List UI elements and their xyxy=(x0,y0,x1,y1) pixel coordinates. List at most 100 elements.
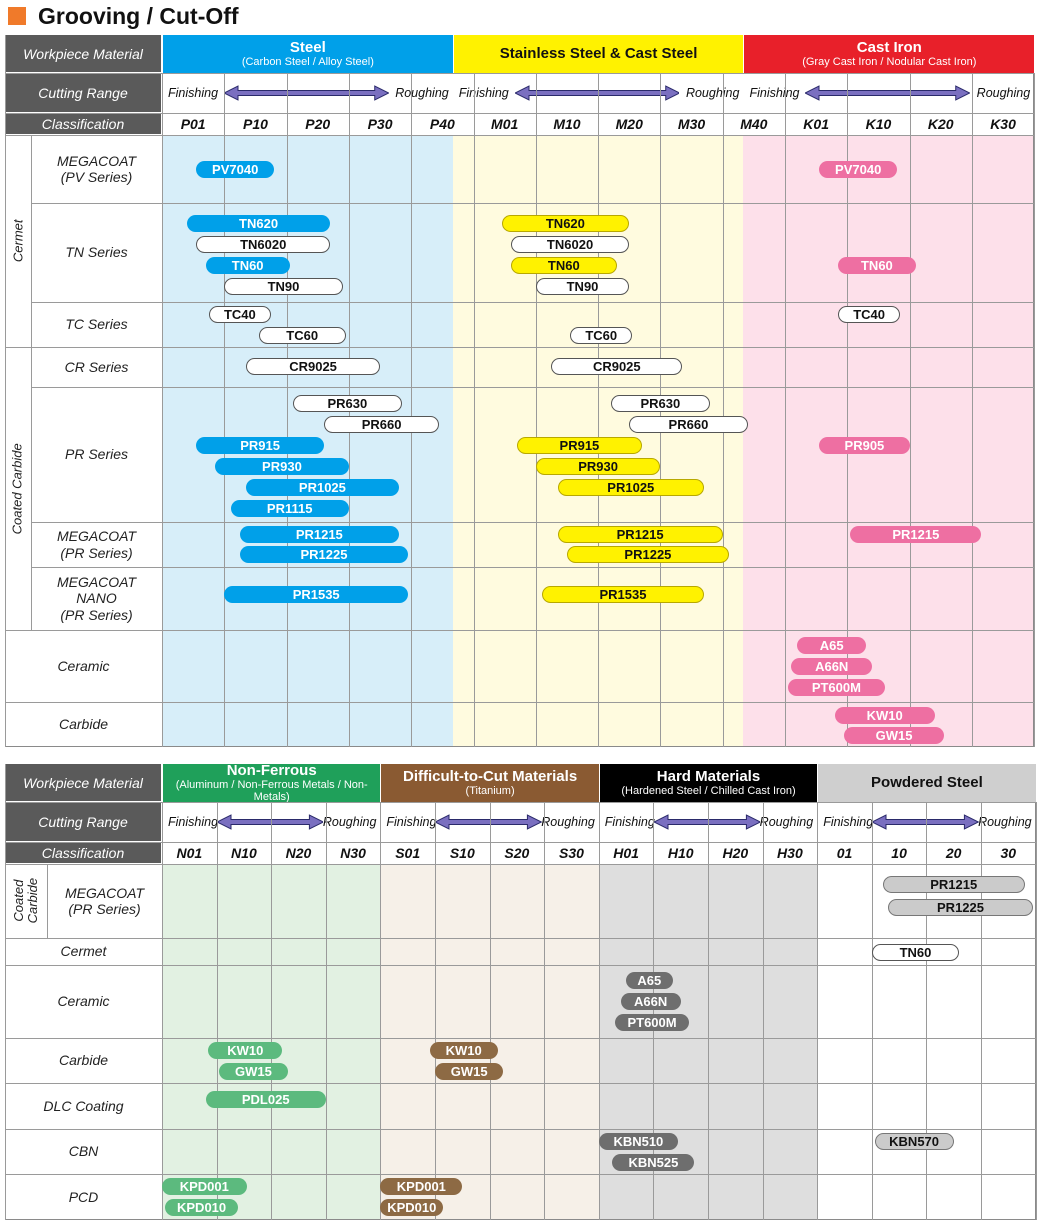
grade-pill-tc40: TC40 xyxy=(208,306,272,323)
table1-vline-14 xyxy=(1034,73,1036,747)
table1-class-M10: M10 xyxy=(553,116,581,132)
table2-row-label-2: Ceramic xyxy=(5,965,162,1038)
grade-pill-kpd001: KPD001 xyxy=(162,1178,247,1195)
table2-vline-14 xyxy=(926,802,928,1220)
grade-pill-cr9025: CR9025 xyxy=(246,358,381,375)
grade-pill-kw10: KW10 xyxy=(208,1042,283,1059)
grade-pill-pr1225: PR1225 xyxy=(566,546,729,563)
table1-vline-2 xyxy=(286,73,288,747)
table2-vline-0 xyxy=(162,802,163,1220)
table1-vline-11 xyxy=(847,73,849,747)
grade-pill-pt600m: PT600M xyxy=(615,1014,689,1031)
table2-class-S10: S10 xyxy=(449,845,475,861)
table2-vline-11 xyxy=(762,802,764,1220)
grade-pill-tc60: TC60 xyxy=(258,327,346,344)
table1-row-label-line: PR Series xyxy=(64,446,129,463)
table1-classification-label: Classification xyxy=(5,113,162,135)
table1-class-K30: K30 xyxy=(990,116,1016,132)
grade-pill-tn60: TN60 xyxy=(871,944,960,961)
table2-hline-r6 xyxy=(5,1174,1036,1175)
table2-hline-h1 xyxy=(5,842,1036,843)
table2-row-label-1: Cermet xyxy=(5,938,162,965)
table2-group-line: Coated xyxy=(11,880,27,922)
grade-pill-gw15: GW15 xyxy=(844,727,944,744)
grade-pill-kbn570: KBN570 xyxy=(874,1133,954,1150)
grade-pill-a65: A65 xyxy=(797,637,866,654)
grade-pill-kbn525: KBN525 xyxy=(612,1154,695,1171)
table1-vline-12 xyxy=(909,73,911,747)
table2-3-range-arrow-icon xyxy=(872,814,979,830)
table1-material-subtitle: (Carbon Steel / Alloy Steel) xyxy=(241,56,374,69)
table1-group-divider-0 xyxy=(31,135,32,347)
table2-class-H01: H01 xyxy=(613,845,639,861)
table2-hline-r2 xyxy=(5,965,1036,966)
grade-pill-pdl025: PDL025 xyxy=(205,1091,326,1108)
table1-0-range-arrow-icon xyxy=(224,85,389,101)
table1-finishing-label: Finishing xyxy=(458,86,509,100)
table1-hline-r5 xyxy=(31,522,1035,523)
table2-vline-9 xyxy=(653,802,655,1220)
table1-cutting-range-label: Cutting Range xyxy=(5,73,162,113)
grade-pill-tn90: TN90 xyxy=(224,278,343,295)
table1-hline-r7 xyxy=(5,630,1035,631)
grade-pill-pr1115: PR1115 xyxy=(230,500,349,517)
table2-class-H10: H10 xyxy=(667,845,694,861)
table1-vline-0 xyxy=(162,73,163,747)
grade-pill-a66n: A66N xyxy=(620,993,681,1010)
grade-pill-pr1025: PR1025 xyxy=(557,479,704,496)
table1-material-band-1: Stainless Steel & Cast Steel xyxy=(452,35,744,73)
grade-pill-pr1225: PR1225 xyxy=(888,899,1033,916)
table1-material-name: Cast Iron xyxy=(856,38,922,56)
grade-pill-pr930: PR930 xyxy=(214,458,349,475)
table2-vline-1 xyxy=(216,802,218,1220)
grade-pill-pr915: PR915 xyxy=(517,437,642,454)
table2-row-label-3: Carbide xyxy=(5,1038,162,1083)
grade-pill-pv7040: PV7040 xyxy=(819,161,898,178)
table2-vline-left xyxy=(5,764,6,1220)
table1-row-label-1: TN Series xyxy=(31,203,162,302)
grade-pill-tn90: TN90 xyxy=(535,278,630,295)
table2-material-band-2: Hard Materials (Hardened Steel / Chilled … xyxy=(598,764,818,802)
table2-row-label-4: DLC Coating xyxy=(5,1083,162,1129)
table2-material-name: Non-Ferrous xyxy=(226,761,317,779)
table2-1-range-arrow-icon xyxy=(435,814,542,830)
table2-vline-10 xyxy=(708,802,709,1220)
grade-pill-tn60: TN60 xyxy=(510,257,617,274)
table1-hline-h1 xyxy=(5,113,1035,114)
title-square-icon xyxy=(8,7,26,25)
grade-pill-pt600m: PT600M xyxy=(788,679,885,696)
grade-pill-pr905: PR905 xyxy=(819,437,910,454)
grade-pill-pr630: PR630 xyxy=(610,395,711,412)
table1-material-name: Stainless Steel & Cast Steel xyxy=(499,44,698,62)
grade-pill-pr1215: PR1215 xyxy=(557,526,723,543)
table1-row-label-3: CR Series xyxy=(31,347,162,387)
grade-pill-tn6020: TN6020 xyxy=(510,236,630,253)
table2-cutting-range-label: Cutting Range xyxy=(5,802,162,842)
grade-pill-pr1225: PR1225 xyxy=(239,546,409,563)
table1-hline-r1 xyxy=(31,203,1035,204)
grade-pill-kpd010: KPD010 xyxy=(380,1199,444,1216)
table2-vline-15 xyxy=(981,802,982,1220)
table2-vline-13 xyxy=(871,802,873,1220)
table1-row-label-line: Carbide xyxy=(58,716,109,733)
table1-row-label-line: (PR Series) xyxy=(60,606,133,623)
table2-hline-r4 xyxy=(5,1083,1036,1084)
grade-pill-pr1535: PR1535 xyxy=(542,586,704,603)
table1-class-M40: M40 xyxy=(740,116,768,132)
table1-finishing-label: Finishing xyxy=(749,86,800,100)
table1-row-label-line: Ceramic xyxy=(57,657,110,674)
table1-vline-left xyxy=(5,35,6,747)
table1-vline-1 xyxy=(224,73,226,747)
table1-group-label-1: Coated Carbide xyxy=(5,347,31,630)
table1-row-label-7: Ceramic xyxy=(5,630,162,702)
table1-class-P20: P20 xyxy=(305,116,331,132)
table2-class-20: 20 xyxy=(945,845,962,861)
table2-roughing-label: Roughing xyxy=(322,815,377,829)
table2-class-30: 30 xyxy=(1000,845,1017,861)
table2-row-label-6: PCD xyxy=(5,1174,162,1220)
table1-row-label-0: MEGACOAT (PV Series) xyxy=(31,135,162,203)
table1-vline-6 xyxy=(535,73,537,747)
table1-hline-h0 xyxy=(5,73,1035,74)
grade-pill-pr1215: PR1215 xyxy=(850,526,982,543)
table1-group-text: Cermet xyxy=(10,219,26,263)
